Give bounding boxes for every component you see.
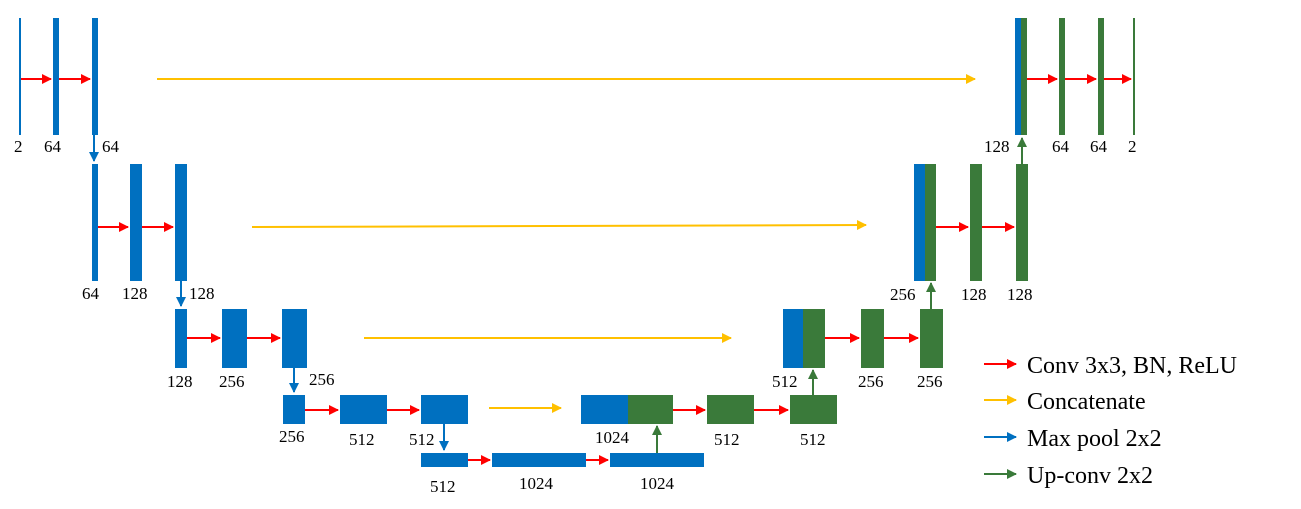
channel-label: 128 — [1007, 285, 1033, 304]
enc1-conv2-block — [92, 18, 98, 135]
legend: Conv 3x3, BN, ReLU Concatenate Max pool … — [984, 353, 1237, 489]
dec1-conv2-block — [1098, 18, 1104, 135]
enc2-input-block — [92, 164, 98, 281]
channel-label: 256 — [279, 427, 305, 446]
dec4-upconv-block — [628, 395, 673, 424]
enc2-conv1-block — [130, 164, 142, 281]
enc4-input-block — [283, 395, 305, 424]
channel-label: 2 — [1128, 137, 1137, 156]
dec2-conv1-block — [970, 164, 982, 281]
dec1-upconv-block — [1021, 18, 1027, 135]
channel-label: 512 — [772, 372, 798, 391]
channel-label: 1024 — [519, 474, 554, 493]
channel-label: 2 — [14, 137, 23, 156]
dec4-skip-block — [581, 395, 628, 424]
channel-label: 128 — [167, 372, 193, 391]
channel-label: 64 — [1052, 137, 1070, 156]
enc1-input-block — [19, 18, 21, 135]
channel-label: 64 — [82, 284, 100, 303]
enc3-conv1-block — [222, 309, 247, 368]
channel-label: 512 — [430, 477, 456, 496]
dec3-conv1-block — [861, 309, 884, 368]
channel-label: 256 — [219, 372, 245, 391]
channel-label: 128 — [961, 285, 987, 304]
dec1-output-block — [1133, 18, 1135, 135]
channel-label: 64 — [102, 137, 120, 156]
enc1-conv1-block — [53, 18, 59, 135]
channel-label: 512 — [409, 430, 435, 449]
dec4-conv1-block — [707, 395, 754, 424]
channel-label: 512 — [349, 430, 375, 449]
bottleneck-input-block — [421, 453, 468, 467]
dec3-conv2-block — [920, 309, 943, 368]
channel-label: 512 — [714, 430, 740, 449]
channel-label: 256 — [309, 370, 335, 389]
dec2-conv2-block — [1016, 164, 1028, 281]
dec2-skip-block — [914, 164, 925, 281]
channel-label: 128 — [122, 284, 148, 303]
channel-label: 256 — [858, 372, 884, 391]
enc4-conv2-block — [421, 395, 468, 424]
channel-label: 1024 — [640, 474, 675, 493]
channel-label: 256 — [890, 285, 916, 304]
channel-label: 64 — [44, 137, 62, 156]
channel-label: 512 — [800, 430, 826, 449]
dec3-upconv-block — [803, 309, 825, 368]
legend-pool-label: Max pool 2x2 — [1027, 426, 1162, 452]
channel-label: 64 — [1090, 137, 1108, 156]
channel-label: 128 — [189, 284, 215, 303]
channel-label: 1024 — [595, 428, 630, 447]
dec1-skip-block — [1015, 18, 1021, 135]
dec3-skip-block — [783, 309, 803, 368]
legend-upconv-label: Up-conv 2x2 — [1027, 463, 1153, 489]
enc3-input-block — [175, 309, 187, 368]
bottleneck-conv2-block — [610, 453, 704, 467]
enc3-conv2-block — [282, 309, 307, 368]
dec1-conv1-block — [1059, 18, 1065, 135]
enc4-conv1-block — [340, 395, 387, 424]
channel-label: 256 — [917, 372, 943, 391]
bottleneck-conv1-block — [492, 453, 586, 467]
dec4-conv2-block — [790, 395, 837, 424]
channel-label: 128 — [984, 137, 1010, 156]
enc2-conv2-block — [175, 164, 187, 281]
legend-conv-label: Conv 3x3, BN, ReLU — [1027, 353, 1237, 379]
legend-concat-label: Concatenate — [1027, 389, 1146, 415]
dec2-upconv-block — [925, 164, 936, 281]
skip-connection-arrow — [251, 220, 867, 231]
